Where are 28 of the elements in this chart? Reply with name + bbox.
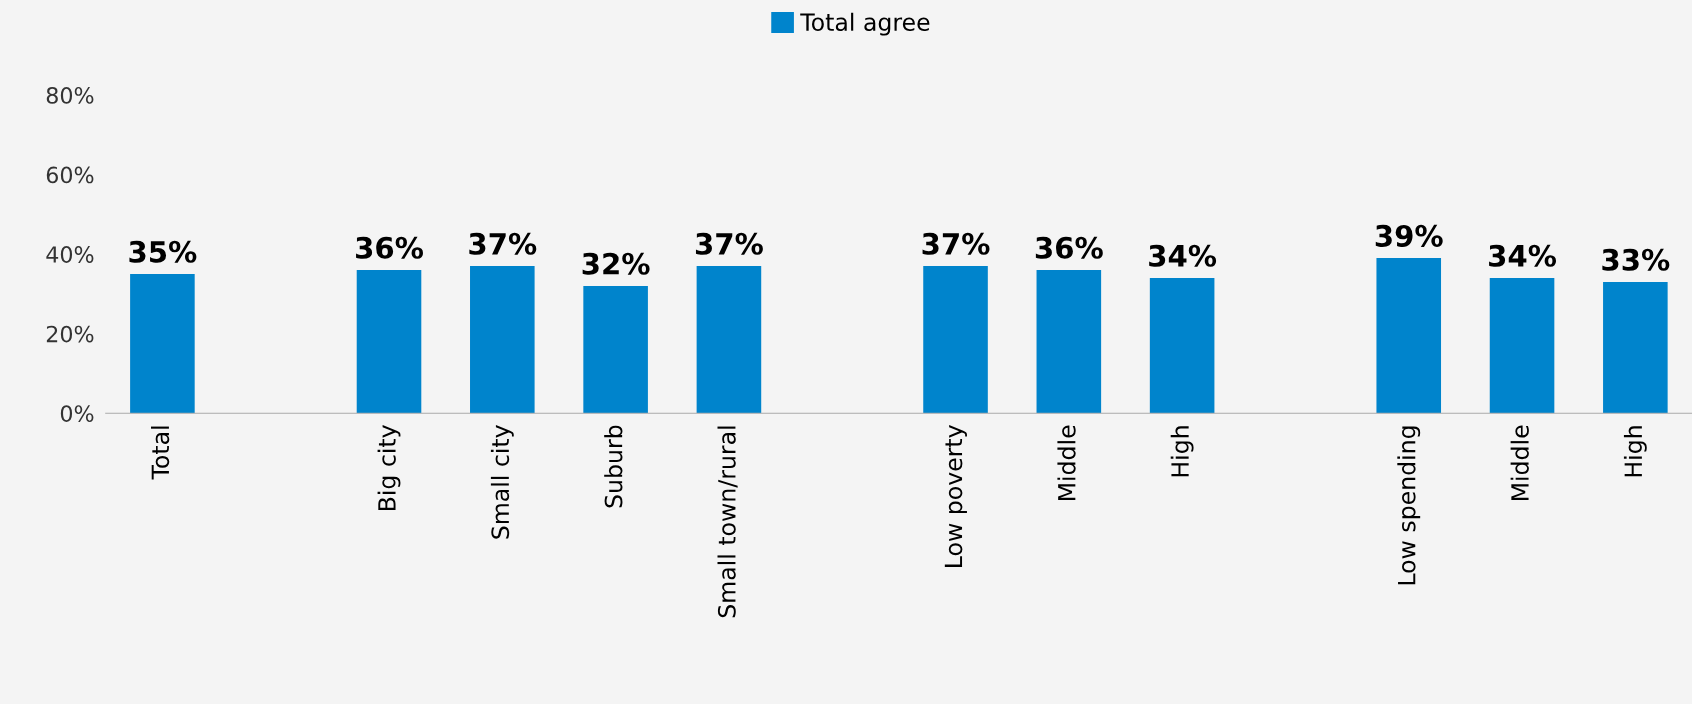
data-label: 39% [1375,224,1443,247]
y-tick-label: 80% [46,86,94,104]
data-label: 36% [1035,236,1103,259]
data-label: 34% [1149,244,1217,267]
legend-label: Total agree [800,12,930,36]
y-tick-label: 0% [60,405,94,423]
data-label: 35% [129,240,197,263]
data-label: 33% [1602,248,1670,271]
y-tick-label: 20% [46,325,94,343]
y-tick-label: 60% [46,166,94,184]
x-tick-label: Big city [377,425,401,511]
x-tick-label: Small town/rural [717,426,738,618]
data-label: 37% [922,232,990,255]
x-tick-label: High [1623,426,1647,477]
y-tick-label: 40% [46,246,94,263]
x-tick-label: Middle [1057,425,1076,501]
data-label: 36% [356,236,423,259]
x-tick-label: Small city [490,425,514,539]
x-tick-label: Low spending [1397,426,1421,585]
data-label: 32% [582,252,650,275]
data-label: 34% [1489,244,1557,267]
data-label: 37% [695,232,763,255]
data-label: 37% [469,232,537,255]
x-tick-label: High [1170,426,1194,477]
x-tick-label: Low poverty [944,425,967,567]
x-tick-label: Middle [1510,425,1529,501]
x-tick-label: Suburb [604,425,623,508]
x-tick-label: Total [150,426,170,480]
